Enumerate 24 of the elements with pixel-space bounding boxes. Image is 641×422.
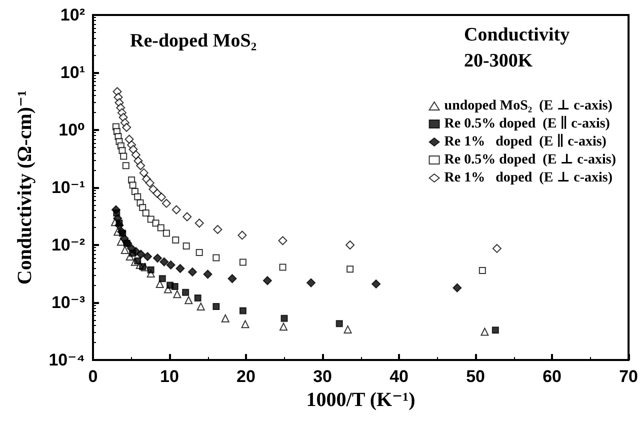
- x-tick-label: 30: [313, 367, 332, 386]
- x-axis-title: 1000/T (K⁻¹): [306, 389, 416, 411]
- y-tick-label: 10⁻⁴: [48, 350, 85, 370]
- annotation: Re-doped MoS₂: [130, 30, 257, 52]
- legend-label: Re 0.5% doped (E ⊥ c-axis): [444, 152, 616, 168]
- legend-label: Re 0.5% doped (E ∥ c-axis): [444, 116, 610, 132]
- legend-label: undoped MoS₂ (E ⊥ c-axis): [444, 98, 613, 114]
- y-tick-label: 10⁻³: [51, 293, 86, 312]
- legend-label: Re 1% doped (E ∥ c-axis): [444, 134, 607, 150]
- x-tick-label: 50: [466, 367, 485, 386]
- legend-label: Re 1% doped (E ⊥ c-axis): [444, 170, 613, 186]
- x-tick-label: 10: [160, 367, 179, 386]
- annotation: Conductivity 20-300K: [464, 24, 570, 72]
- x-tick-label: 20: [236, 367, 256, 386]
- y-tick-label: 10⁻¹: [51, 178, 86, 197]
- y-tick-label: 10¹: [60, 63, 86, 82]
- y-tick-label: 10⁻²: [51, 236, 86, 254]
- y-axis-title: Conductivity (Ω-cm)⁻¹: [14, 90, 36, 285]
- x-tick-label: 70: [619, 367, 638, 386]
- x-tick-label: 0: [88, 367, 98, 386]
- y-tick-label: 10⁰: [58, 120, 85, 140]
- y-tick-label: 10²: [60, 6, 86, 24]
- x-tick-label: 60: [542, 367, 562, 386]
- x-tick-label: 40: [390, 367, 408, 386]
